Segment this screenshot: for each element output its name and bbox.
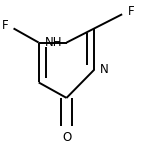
- Text: O: O: [62, 131, 71, 144]
- Text: F: F: [128, 5, 134, 18]
- Text: F: F: [2, 19, 8, 32]
- Text: N: N: [100, 63, 108, 76]
- Text: NH: NH: [45, 36, 63, 49]
